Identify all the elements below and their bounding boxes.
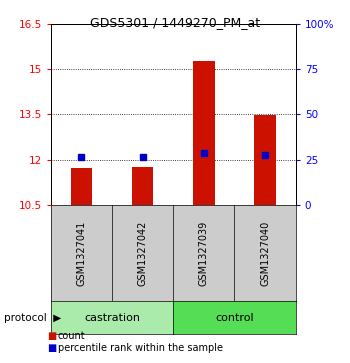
Bar xyxy=(132,167,153,205)
Text: protocol  ▶: protocol ▶ xyxy=(4,313,61,323)
Text: count: count xyxy=(58,331,85,341)
Text: ■: ■ xyxy=(47,343,56,354)
Text: GSM1327042: GSM1327042 xyxy=(138,220,148,286)
Text: percentile rank within the sample: percentile rank within the sample xyxy=(58,343,223,354)
Text: GSM1327040: GSM1327040 xyxy=(260,221,270,286)
Bar xyxy=(193,61,215,205)
Text: GSM1327039: GSM1327039 xyxy=(199,221,209,286)
Bar xyxy=(254,115,276,205)
Text: castration: castration xyxy=(84,313,140,323)
Text: control: control xyxy=(215,313,254,323)
Bar xyxy=(71,168,92,205)
Text: GDS5301 / 1449270_PM_at: GDS5301 / 1449270_PM_at xyxy=(90,16,260,29)
Text: ■: ■ xyxy=(47,331,56,341)
Text: GSM1327041: GSM1327041 xyxy=(76,221,86,286)
